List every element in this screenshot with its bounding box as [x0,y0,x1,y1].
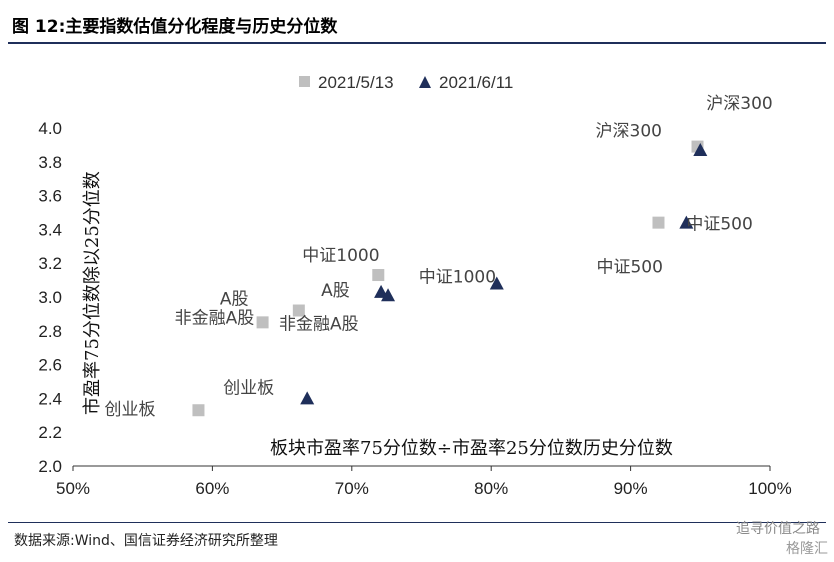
data-label: 非金融A股 [175,308,255,328]
x-tick-label: 90% [614,479,648,498]
data-point-triangle [489,276,504,290]
y-tick-label: 2.0 [38,457,62,476]
data-label: 中证500 [686,215,752,235]
y-tick-label: 4.0 [38,119,62,138]
x-tick-label: 70% [335,479,369,498]
data-point-triangle [679,215,694,229]
legend-label-series-2: 2021/6/11 [439,73,513,92]
data-label: 中证500 [596,258,662,278]
y-tick-label: 2.8 [38,322,62,341]
data-label: 非金融A股 [279,314,359,334]
scatter-chart: 50% 60% 70% 80% 90% 100% 2.0 2.2 2.4 2.6 2.8 3.0 3.2… [38,73,791,498]
page-title: 图 12:主要指数估值分化程度与历史分位数 [12,17,338,37]
source-divider [8,522,826,523]
data-label: 创业板 [223,378,274,398]
y-tick-label: 2.4 [38,389,62,408]
y-tick-label: 3.2 [38,254,62,273]
watermark-text: 追寻价值之路 [736,521,820,537]
data-point-square [292,304,305,317]
y-tick-label: 3.8 [38,153,62,172]
y-axis-title: 市盈率75分位数除以25分位数 [82,171,103,415]
y-tick-label: 3.4 [38,220,62,239]
legend-triangle-marker [419,76,431,88]
title-bar: 图 12:主要指数估值分化程度与历史分位数 [0,0,834,42]
legend-square-marker [299,76,310,87]
y-tick-label: 2.2 [38,423,62,442]
data-label: A股 [220,290,249,310]
title-divider [8,42,826,44]
x-tick-label: 50% [56,479,90,498]
x-tick-label: 80% [474,479,508,498]
data-point-square [652,216,665,229]
data-label: 中证1000 [302,246,379,266]
data-point-triangle [300,391,315,405]
data-label: 沪深300 [706,94,772,114]
x-tick-label: 60% [195,479,229,498]
legend-label-series-1: 2021/5/13 [318,73,394,92]
data-point-square [256,316,269,329]
data-point-square [372,269,385,282]
y-tick-label: 3.6 [38,187,62,206]
x-tick-label: 100% [748,479,791,498]
data-point-triangle [381,288,396,302]
data-point-square [192,404,205,417]
data-point-triangle [374,284,389,298]
data-point-triangle [693,142,708,156]
data-label: A股 [321,281,350,301]
data-label: 中证1000 [419,267,496,287]
x-axis-title: 板块市盈率75分位数÷市盈率25分位数历史分位数 [270,438,673,459]
data-label: 创业板 [104,400,155,420]
source-note: 数据来源:Wind、国信证券经济研究所整理 [14,533,278,549]
data-label: 沪深300 [596,122,662,142]
y-tick-label: 2.6 [38,356,62,375]
y-tick-label: 3.0 [38,288,62,307]
watermark-logo-text: 格隆汇 [786,541,828,557]
